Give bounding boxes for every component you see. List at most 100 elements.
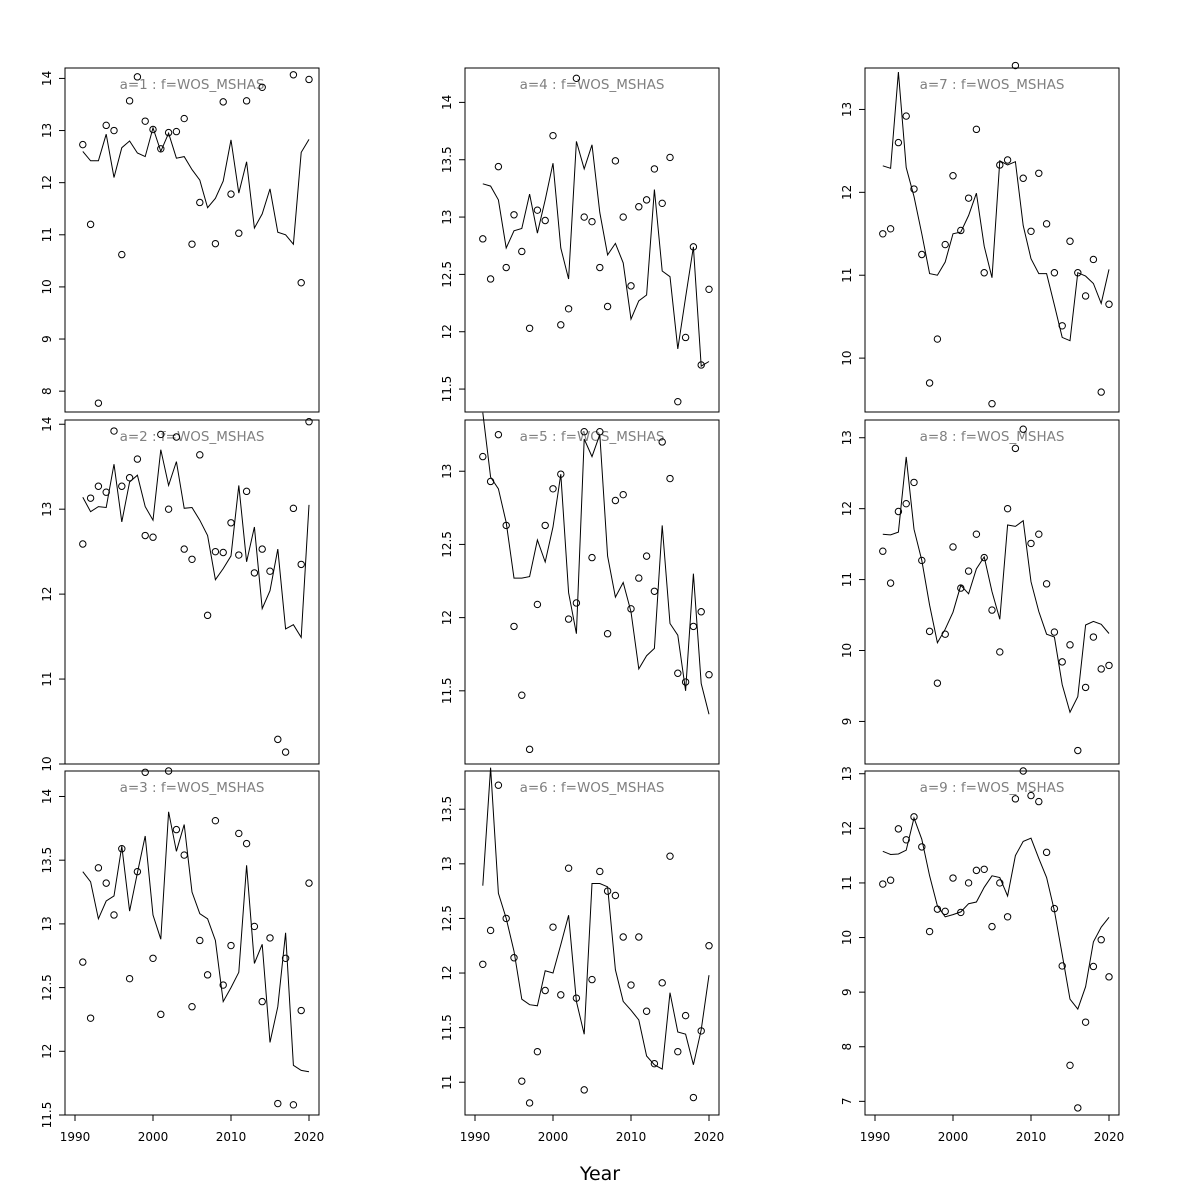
data-point bbox=[697, 361, 705, 369]
data-point bbox=[250, 569, 259, 577]
panel-title: a=9 : f=WOS_MSHAS bbox=[920, 780, 1065, 796]
data-point bbox=[172, 825, 181, 834]
data-point bbox=[125, 474, 134, 482]
y-tick-label: 13 bbox=[40, 916, 54, 931]
data-point bbox=[235, 551, 243, 559]
data-point bbox=[972, 125, 981, 134]
panel-title: a=7 : f=WOS_MSHAS bbox=[920, 77, 1065, 93]
data-point bbox=[886, 225, 895, 233]
panel-title: a=5 : f=WOS_MSHAS bbox=[520, 429, 665, 445]
series-line-fitted bbox=[82, 449, 310, 640]
data-point bbox=[910, 185, 918, 193]
data-point bbox=[227, 941, 235, 950]
data-point bbox=[118, 845, 126, 853]
series-line-fitted bbox=[82, 811, 310, 1073]
y-tick-label: 11 bbox=[840, 572, 854, 587]
data-point bbox=[603, 630, 612, 638]
data-point bbox=[219, 981, 227, 989]
data-point bbox=[274, 1099, 282, 1108]
data-point bbox=[102, 488, 110, 496]
data-point bbox=[564, 305, 573, 313]
data-point bbox=[879, 880, 887, 888]
panel-frame bbox=[864, 67, 1120, 413]
y-tick-label: 12.5 bbox=[440, 261, 454, 288]
data-point bbox=[211, 239, 220, 248]
data-point bbox=[305, 75, 313, 84]
data-point bbox=[1003, 913, 1012, 921]
figure-x-axis-label: Year bbox=[579, 1163, 620, 1185]
panel-frame bbox=[64, 770, 320, 1116]
data-point bbox=[705, 285, 713, 294]
panel-9: 7 8 9 10 11 12 13 1990 2000 2010 2020 a=9 : f=WOS_M… bbox=[840, 766, 1124, 1144]
data-point bbox=[297, 560, 305, 569]
y-tick-label: 7 bbox=[840, 1098, 854, 1106]
data-point bbox=[572, 994, 581, 1002]
data-point bbox=[110, 427, 118, 435]
data-point bbox=[941, 240, 949, 249]
data-point bbox=[635, 574, 643, 582]
y-tick-label: 11 bbox=[840, 268, 854, 283]
data-point bbox=[94, 482, 103, 490]
data-point bbox=[172, 127, 181, 136]
data-point bbox=[533, 1047, 542, 1056]
panel-title: a=8 : f=WOS_MSHAS bbox=[920, 429, 1065, 445]
data-point bbox=[1097, 388, 1105, 396]
data-point bbox=[666, 153, 674, 162]
data-point bbox=[918, 556, 926, 565]
data-point bbox=[118, 482, 126, 490]
x-tick-label: 1990 bbox=[860, 1130, 891, 1144]
data-point bbox=[1058, 962, 1066, 970]
data-point bbox=[564, 615, 573, 623]
data-point bbox=[689, 243, 698, 251]
y-tick-label: 11.5 bbox=[440, 677, 454, 704]
data-point bbox=[541, 216, 549, 225]
data-point bbox=[1097, 665, 1105, 673]
x-tick-label: 1990 bbox=[60, 1130, 91, 1144]
data-point bbox=[133, 73, 142, 81]
y-tick-label: 13 bbox=[840, 102, 854, 117]
data-point bbox=[86, 1014, 95, 1022]
data-point bbox=[502, 263, 510, 272]
data-point bbox=[957, 908, 965, 917]
data-point bbox=[1050, 628, 1059, 636]
data-point bbox=[242, 487, 251, 496]
data-point bbox=[1089, 255, 1098, 264]
data-point bbox=[627, 605, 635, 613]
y-tick-label: 12 bbox=[440, 965, 454, 980]
data-point bbox=[611, 891, 620, 900]
panel-title: a=4 : f=WOS_MSHAS bbox=[520, 77, 665, 93]
data-point bbox=[619, 490, 627, 499]
data-point bbox=[588, 975, 596, 984]
data-point bbox=[689, 1093, 698, 1102]
data-point bbox=[1011, 444, 1020, 453]
data-point bbox=[1081, 292, 1090, 300]
data-point bbox=[266, 567, 274, 575]
data-point bbox=[1027, 539, 1035, 548]
data-point bbox=[988, 606, 996, 614]
data-point bbox=[674, 669, 682, 677]
data-point bbox=[596, 428, 604, 436]
data-point bbox=[674, 397, 682, 406]
data-point bbox=[518, 691, 526, 699]
data-point bbox=[666, 474, 674, 483]
y-tick-label: 12 bbox=[840, 821, 854, 836]
panel-frame bbox=[64, 67, 320, 413]
data-point bbox=[697, 608, 705, 616]
data-point bbox=[250, 922, 259, 931]
panel-6: 9 10 11 12 13 a=8 : f=WOS_MSHAS bbox=[840, 419, 1120, 765]
y-tick-label: 13.5 bbox=[40, 847, 54, 874]
data-point bbox=[572, 74, 581, 83]
data-point bbox=[1003, 504, 1012, 513]
data-point bbox=[1074, 746, 1082, 755]
data-point bbox=[666, 852, 674, 860]
data-point bbox=[1042, 220, 1051, 228]
data-point bbox=[689, 622, 698, 631]
data-point bbox=[879, 547, 887, 555]
y-tick-label: 14 bbox=[40, 417, 54, 432]
data-point bbox=[879, 230, 887, 238]
data-point bbox=[541, 521, 549, 530]
data-point bbox=[1081, 1018, 1090, 1026]
data-point bbox=[933, 335, 942, 343]
data-point bbox=[941, 907, 949, 916]
